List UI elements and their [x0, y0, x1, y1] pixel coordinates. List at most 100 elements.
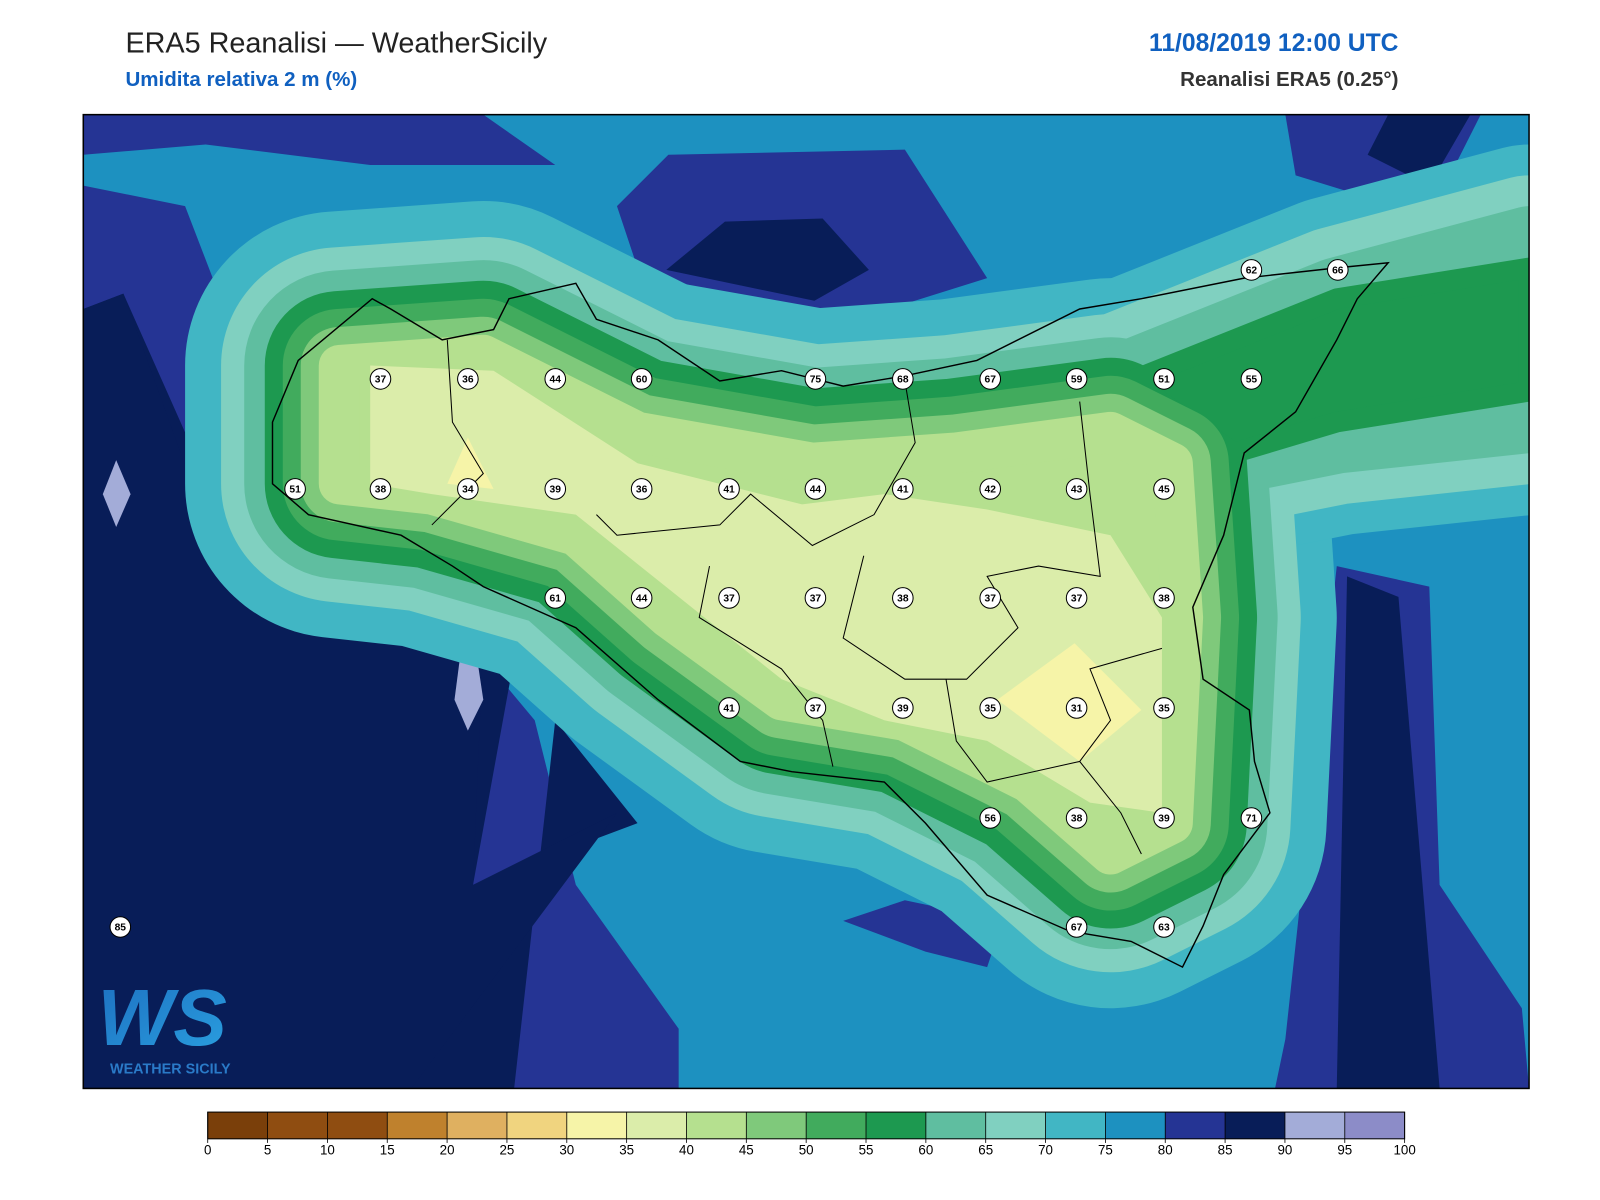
colorbar-tick-label: 35 [619, 1143, 634, 1158]
logo-text: WEATHER SICILY [110, 1062, 231, 1078]
colorbar-bin [327, 1112, 388, 1139]
colorbar-bin [207, 1112, 268, 1139]
station-value: 42 [985, 485, 997, 496]
colorbar: 0 5 10 15 20 25 30 35 40 45 50 55 60 65 70 75 80 85 90 95 10… [204, 1111, 1416, 1158]
station-marker [630, 478, 653, 500]
colorbar-tick-label: 50 [799, 1143, 814, 1158]
station-value: 37 [375, 375, 387, 386]
station-marker [718, 478, 740, 500]
contour [447, 437, 494, 489]
station-value: 41 [723, 704, 735, 715]
colorbar-tick-label: 75 [1098, 1143, 1113, 1158]
station-marker [1240, 259, 1263, 281]
station-value: 41 [723, 485, 735, 496]
station-value: 51 [1158, 375, 1170, 386]
colorbar-tick-label: 85 [1218, 1143, 1233, 1158]
station-marker [979, 478, 1002, 500]
station-marker [1065, 916, 1088, 938]
station-value: 37 [810, 704, 822, 715]
colorbar-bin [1045, 1112, 1106, 1139]
colorbar-bin [506, 1112, 567, 1139]
contour [83, 114, 556, 166]
station-marker [544, 587, 567, 609]
station-value: 44 [550, 375, 562, 386]
contour [1336, 576, 1440, 1089]
station-value: 37 [985, 594, 997, 605]
station-marker [109, 916, 132, 938]
colorbar-bin [806, 1112, 867, 1139]
station-value: 63 [1158, 923, 1170, 934]
station-value: 44 [636, 594, 648, 605]
colorbar-tick-label: 90 [1277, 1143, 1292, 1158]
station-marker [1065, 478, 1088, 500]
station-marker [1153, 807, 1175, 829]
station-value: 34 [462, 485, 474, 496]
station-value: 38 [1071, 814, 1083, 825]
station-marker [979, 807, 1002, 829]
station-value: 67 [1071, 923, 1083, 934]
station-marker [979, 587, 1002, 609]
colorbar-tick-label: 5 [264, 1143, 271, 1158]
station-value: 62 [1246, 266, 1258, 277]
datetime: 11/08/2019 12:00 UTC [1149, 30, 1399, 57]
station-marker [1153, 697, 1175, 719]
station-value: 59 [1071, 375, 1083, 386]
station-value: 38 [375, 485, 387, 496]
source: Reanalisi ERA5 (0.25°) [1180, 68, 1398, 91]
colorbar-tick-label: 40 [679, 1143, 694, 1158]
station-marker [284, 478, 306, 500]
station-value: 60 [636, 375, 648, 386]
station-value: 56 [985, 814, 997, 825]
station-marker [369, 368, 392, 390]
station-marker [630, 368, 653, 390]
station-value: 55 [1246, 375, 1258, 386]
station-marker [804, 587, 827, 609]
colorbar-tick-label: 15 [380, 1143, 395, 1158]
station-marker [457, 368, 479, 390]
station-marker [1153, 916, 1175, 938]
colorbar-tick-label: 65 [978, 1143, 993, 1158]
station-marker [979, 697, 1002, 719]
station-value: 39 [897, 704, 909, 715]
colorbar-bin [985, 1112, 1046, 1139]
station-value: 45 [1158, 485, 1170, 496]
contour [666, 218, 869, 301]
colorbar-tick-label: 95 [1337, 1143, 1352, 1158]
contour [102, 460, 131, 527]
colorbar-bin [1225, 1112, 1285, 1139]
station-marker [892, 697, 914, 719]
colorbar-bin [626, 1112, 687, 1139]
station-value: 39 [550, 485, 562, 496]
station-marker [369, 478, 392, 500]
subtitle: Umidita relativa 2 m (%) [125, 68, 357, 91]
contour [83, 293, 617, 1089]
station-value: 75 [810, 375, 822, 386]
colorbar-bin [746, 1112, 807, 1139]
colorbar-tick-label: 45 [739, 1143, 754, 1158]
colorbar-tick-label: 10 [320, 1143, 335, 1158]
station-value: 37 [1071, 594, 1083, 605]
station-value: 44 [810, 485, 822, 496]
colorbar-bin [447, 1112, 507, 1139]
station-value: 31 [1071, 704, 1083, 715]
logo-mark: WS [98, 972, 227, 1062]
title: ERA5 Reanalisi — WeatherSicily [125, 27, 547, 59]
colorbar-bin [267, 1112, 328, 1139]
coastline [271, 261, 1390, 969]
stations: 62 66 37 36 44 60 75 68 67 59 51 55 51 38 34 39 36 41 44 41… [109, 259, 1349, 938]
colorbar-tick-label: 25 [500, 1143, 515, 1158]
colorbar-bin [387, 1112, 448, 1139]
station-marker [544, 368, 567, 390]
colorbar-bin [686, 1112, 747, 1139]
station-value: 37 [723, 594, 735, 605]
station-value: 37 [810, 594, 822, 605]
station-marker [718, 697, 740, 719]
station-marker [892, 587, 914, 609]
colorbar-bin [566, 1112, 627, 1139]
station-marker [457, 478, 479, 500]
station-marker [1065, 807, 1088, 829]
station-marker [1240, 807, 1263, 829]
colorbar-bin [1105, 1112, 1166, 1139]
